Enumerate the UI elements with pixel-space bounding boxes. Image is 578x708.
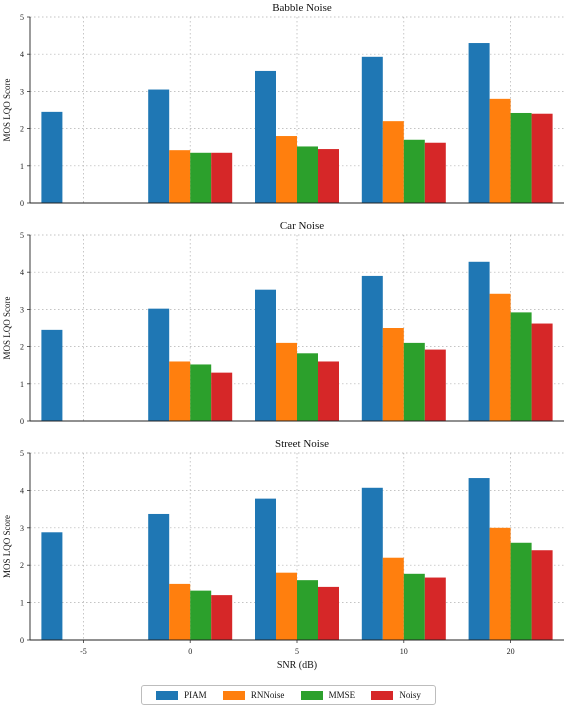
y-tick-label: 1 [20,599,24,608]
bar-piam-10 [361,56,383,203]
bar-rnnoise-5 [276,136,297,203]
bar-mmse-5 [297,580,318,640]
y-tick-label: 2 [20,343,24,352]
y-tick-label: 3 [20,87,24,96]
bar-noisy-0 [211,372,233,421]
x-tick-label: 5 [295,647,299,656]
y-tick-label: 3 [20,524,24,533]
bar-piam-20 [468,43,490,203]
bar-mmse-10 [403,139,425,203]
bar-noisy-20 [531,323,553,421]
panel-title: Babble Noise [272,2,332,14]
x-tick-label: 10 [400,647,408,656]
bar-rnnoise-5 [276,342,297,421]
bar-piam--5 [41,111,63,203]
legend-label-rnnoise: RNNoise [250,690,285,700]
y-tick-label: 0 [20,417,24,426]
bar-rnnoise-20 [489,527,511,640]
bar-mmse-20 [510,112,532,203]
bar-mmse-20 [510,542,532,640]
legend-swatch-mmse [300,690,323,700]
bar-noisy-0 [211,595,233,640]
y-tick-label: 4 [20,486,24,495]
bar-noisy-10 [424,142,446,203]
bar-piam-20 [468,261,490,421]
legend-label-mmse: MMSE [328,690,356,700]
bar-noisy-20 [531,550,553,640]
x-tick-label: 0 [188,647,192,656]
bar-piam-5 [255,498,276,640]
bar-mmse-10 [403,342,425,421]
bar-mmse-0 [190,364,212,421]
bar-rnnoise-10 [382,557,404,640]
bar-rnnoise-10 [382,121,404,203]
y-tick-label: 4 [20,268,24,277]
bar-piam-0 [148,513,170,640]
bar-piam-5 [255,289,276,421]
y-tick-label: 0 [20,199,24,208]
y-axis-label: MOS LQO Score [2,78,12,141]
bar-rnnoise-10 [382,328,404,421]
bar-rnnoise-20 [489,98,511,203]
bar-mmse-5 [297,353,318,421]
legend-label-noisy: Noisy [399,690,421,700]
panel-title: Car Noise [280,220,324,232]
bar-rnnoise-0 [169,583,191,640]
legend-item-piam: PIAM [156,690,207,700]
bar-piam-20 [468,478,490,640]
bar-noisy-10 [424,349,446,421]
legend-swatch-piam [156,690,179,700]
legend-swatch-noisy [371,690,394,700]
bar-rnnoise-5 [276,572,297,640]
bar-piam-5 [255,70,276,203]
legend-label-piam: PIAM [184,690,207,700]
y-tick-label: 2 [20,561,24,570]
bar-rnnoise-0 [169,361,191,421]
y-tick-label: 0 [20,636,24,645]
bar-noisy-10 [424,577,446,640]
bar-mmse-0 [190,152,212,203]
bar-piam-10 [361,275,383,421]
y-axis-label: MOS LQO Score [2,296,12,359]
y-tick-label: 5 [20,231,24,240]
bar-mmse-20 [510,312,532,421]
bar-rnnoise-20 [489,293,511,421]
bar-piam--5 [41,532,63,640]
y-tick-label: 2 [20,125,24,134]
legend: PIAM RNNoise MMSE Noisy [141,685,436,705]
y-tick-label: 5 [20,449,24,458]
y-tick-label: 3 [20,305,24,314]
bar-mmse-5 [297,146,318,203]
bar-rnnoise-0 [169,150,191,203]
bar-piam-0 [148,89,170,203]
bar-mmse-0 [190,590,212,640]
legend-swatch-rnnoise [222,690,245,700]
bar-noisy-20 [531,113,553,203]
bar-piam-0 [148,308,170,421]
x-tick-label: -5 [80,647,87,656]
bar-piam--5 [41,329,63,421]
bar-noisy-5 [318,361,339,421]
y-tick-label: 1 [20,380,24,389]
bar-noisy-5 [318,586,339,640]
bar-noisy-0 [211,152,233,203]
legend-item-noisy: Noisy [371,690,421,700]
bar-piam-10 [361,487,383,640]
bar-noisy-5 [318,149,339,203]
x-axis-label: SNR (dB) [277,660,317,671]
bar-mmse-10 [403,573,425,640]
y-tick-label: 1 [20,162,24,171]
panel-title: Street Noise [275,438,329,450]
x-tick-label: 20 [507,647,515,656]
legend-item-rnnoise: RNNoise [222,690,285,700]
y-tick-label: 5 [20,13,24,22]
y-axis-label: MOS LQO Score [2,515,12,578]
legend-item-mmse: MMSE [300,690,356,700]
y-tick-label: 4 [20,50,24,59]
